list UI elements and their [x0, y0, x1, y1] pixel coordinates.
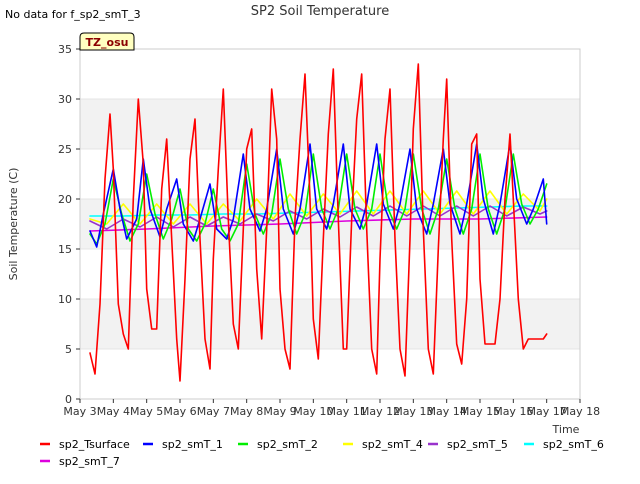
- x-tick-label: May 13: [393, 405, 433, 418]
- legend-item-sp2_Tsurface: sp2_Tsurface: [40, 438, 130, 451]
- legend-label: sp2_smT_4: [362, 438, 423, 451]
- x-tick-label: May 17: [527, 405, 567, 418]
- no-data-note: No data for f_sp2_smT_3: [5, 8, 141, 21]
- x-tick-label: May 18: [560, 405, 600, 418]
- legend-label: sp2_smT_6: [543, 438, 604, 451]
- x-tick-label: May 15: [460, 405, 500, 418]
- plot-frame: [79, 48, 581, 400]
- x-axis-label: Time: [552, 423, 580, 436]
- grid-band: [80, 349, 580, 399]
- y-tick-label: 5: [65, 343, 72, 356]
- x-tick-label: May 10: [293, 405, 333, 418]
- legend: sp2_Tsurface sp2_smT_1 sp2_smT_2 sp2_smT_4 s…: [40, 438, 604, 468]
- legend-label: sp2_Tsurface: [59, 438, 130, 451]
- series-line-sp2_smT_2: [89, 153, 548, 245]
- y-tick-label: 0: [65, 393, 72, 406]
- series-layer: [89, 63, 548, 382]
- x-tick-label: May 6: [163, 405, 196, 418]
- legend-label: sp2_smT_5: [447, 438, 508, 451]
- x-tick-label: May 4: [97, 405, 130, 418]
- x-tick-label: May 7: [197, 405, 230, 418]
- x-tick-label: May 12: [360, 405, 400, 418]
- legend-label: sp2_smT_7: [59, 455, 120, 468]
- y-axis: 0 5 10 15 20 25 30 35: [58, 43, 80, 406]
- series-line-sp2_Tsurface: [89, 63, 548, 382]
- y-tick-label: 35: [58, 43, 72, 56]
- x-tick-label: May 9: [263, 405, 296, 418]
- site-badge-label: TZ_osu: [86, 36, 129, 49]
- x-tick-label: May 11: [327, 405, 367, 418]
- legend-item-sp2_smT_2: sp2_smT_2: [238, 438, 318, 451]
- y-tick-label: 15: [58, 243, 72, 256]
- y-tick-label: 25: [58, 143, 72, 156]
- y-tick-label: 20: [58, 193, 72, 206]
- y-axis-label: Soil Temperature (C): [7, 168, 20, 281]
- grid-band: [80, 249, 580, 299]
- grid-band: [80, 49, 580, 99]
- x-tick-label: May 14: [427, 405, 467, 418]
- x-tick-label: May 8: [230, 405, 263, 418]
- y-tick-label: 10: [58, 293, 72, 306]
- x-tick-label: May 5: [130, 405, 163, 418]
- x-tick-label: May 16: [493, 405, 533, 418]
- legend-item-sp2_smT_1: sp2_smT_1: [143, 438, 223, 451]
- x-tick-label: May 3: [63, 405, 96, 418]
- legend-item-sp2_smT_5: sp2_smT_5: [428, 438, 508, 451]
- legend-label: sp2_smT_1: [162, 438, 223, 451]
- series-line-sp2_smT_1: [89, 143, 548, 248]
- grid-band: [80, 299, 580, 349]
- legend-item-sp2_smT_7: sp2_smT_7: [40, 455, 120, 468]
- site-badge: TZ_osu: [79, 32, 135, 51]
- y-tick-label: 30: [58, 93, 72, 106]
- legend-item-sp2_smT_4: sp2_smT_4: [343, 438, 423, 451]
- chart-title: SP2 Soil Temperature: [251, 4, 389, 19]
- legend-item-sp2_smT_6: sp2_smT_6: [524, 438, 604, 451]
- legend-label: sp2_smT_2: [257, 438, 318, 451]
